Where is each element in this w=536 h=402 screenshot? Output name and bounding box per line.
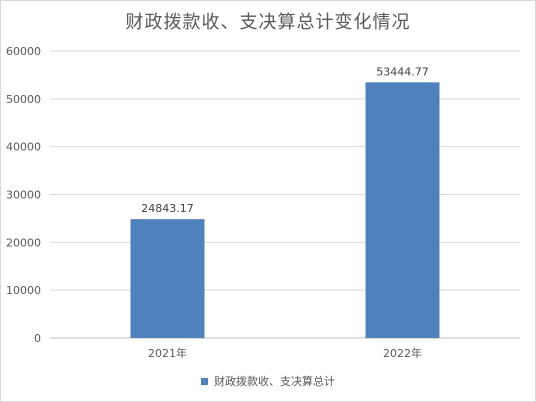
y-tick-label: 20000 [6,236,41,249]
legend: 财政拨款收、支决算总计 [0,373,536,389]
legend-swatch [201,377,208,385]
x-tick-label: 2022年 [383,346,422,360]
chart-title: 财政拨款收、支决算总计变化情况 [125,12,411,33]
y-tick-label: 50000 [6,93,41,106]
legend-label: 财政拨款收、支决算总计 [214,375,335,388]
x-tick-label: 2021年 [148,346,187,360]
data-label: 24843.17 [141,202,194,215]
y-tick-label: 0 [34,332,41,345]
y-tick-label: 10000 [6,284,41,297]
y-tick-label: 60000 [6,45,41,58]
bar [130,219,205,338]
y-tick-label: 30000 [6,189,41,202]
y-tick-label: 40000 [6,141,41,154]
data-label: 53444.77 [376,65,429,78]
bar [365,82,440,338]
